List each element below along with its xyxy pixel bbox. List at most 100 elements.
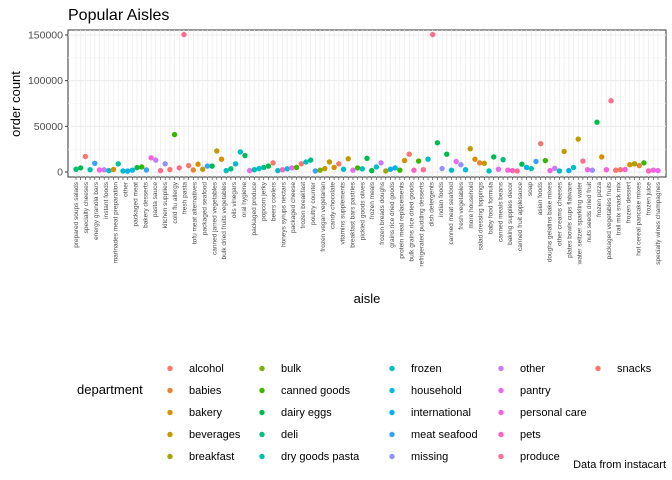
- data-point: [303, 159, 309, 165]
- legend-item: beverages: [167, 429, 241, 441]
- data-point: [570, 164, 577, 171]
- data-point: [472, 156, 478, 162]
- x-tick-label: packaged produce: [251, 182, 258, 236]
- legend-item: babies: [167, 385, 222, 397]
- data-point: [275, 167, 281, 174]
- x-tick-label: canned jarred vegetables: [211, 181, 218, 255]
- legend-item: dry goods pasta: [259, 451, 360, 463]
- caption: Data from instacart: [573, 459, 666, 471]
- x-tick-label: other: [123, 181, 130, 197]
- data-point: [415, 158, 422, 164]
- x-tick-label: plates bowls cups flatware: [566, 182, 573, 258]
- legend-item: pets: [498, 429, 541, 441]
- x-tick-label: poultry counter: [310, 181, 317, 225]
- legend-key: [498, 387, 504, 394]
- x-tick-label: specialty wines champagnes: [655, 181, 662, 264]
- legend-label: dry goods pasta: [281, 451, 360, 463]
- legend-label: bulk: [281, 363, 302, 375]
- legend-key: [389, 365, 395, 372]
- x-tick-label: frozen vegan vegetarian: [320, 182, 327, 252]
- legend-label: deli: [281, 429, 298, 441]
- data-point: [134, 164, 140, 171]
- x-tick-label: pickled goods olives: [359, 181, 366, 240]
- x-tick-label: indian foods: [438, 181, 445, 217]
- data-point: [232, 161, 239, 167]
- data-point: [261, 164, 267, 171]
- x-tick-label: specialty cheeses: [83, 181, 90, 233]
- data-point: [617, 167, 624, 173]
- legend-key: [498, 453, 504, 460]
- legend-key: [498, 409, 504, 416]
- y-tick-label: 0: [57, 167, 63, 179]
- data-point: [350, 167, 356, 173]
- data-point: [509, 167, 516, 174]
- x-tick-label: trail mix snack mix: [616, 181, 623, 235]
- data-point: [317, 167, 323, 173]
- legend-key: [259, 387, 265, 394]
- data-point: [293, 164, 300, 171]
- data-point: [378, 160, 384, 166]
- legend-label: international: [411, 407, 471, 419]
- data-point: [200, 166, 206, 172]
- data-point: [101, 167, 107, 173]
- data-point: [307, 157, 314, 163]
- x-tick-label: canned fruit applesauce: [517, 182, 524, 251]
- x-tick-label: vitamins supplements: [340, 181, 347, 244]
- legend-key: [389, 431, 395, 438]
- data-point: [519, 161, 525, 167]
- y-tick-label: 100000: [28, 75, 63, 87]
- data-point: [120, 168, 126, 174]
- data-point: [444, 151, 450, 157]
- x-tick-label: fresh vegetables: [458, 181, 465, 229]
- legend-key: [259, 453, 265, 460]
- legend-label: snacks: [617, 363, 652, 375]
- legend-item: pantry: [498, 385, 551, 397]
- data-point: [467, 146, 473, 152]
- data-point: [364, 155, 370, 161]
- x-tick-label: packaged cheese: [290, 182, 297, 233]
- x-tick-label: nuts seeds dried fruit: [586, 182, 593, 243]
- data-point: [129, 167, 136, 173]
- data-point: [655, 167, 661, 174]
- data-point: [139, 164, 145, 170]
- data-point: [486, 168, 492, 174]
- x-tick-label: baking supplies decor: [507, 181, 514, 245]
- data-point: [528, 165, 534, 172]
- data-point: [514, 168, 520, 174]
- legend-label: beverages: [189, 429, 241, 441]
- x-tick-label: beers coolers: [270, 181, 277, 221]
- x-tick-label: soap: [527, 182, 534, 196]
- data-point: [566, 167, 572, 174]
- data-point: [439, 165, 445, 172]
- legend-item: breakfast: [167, 451, 234, 463]
- x-tick-label: oral hygiene: [241, 182, 248, 218]
- data-point: [214, 148, 220, 154]
- data-point: [322, 165, 328, 172]
- legend-item: bakery: [167, 407, 223, 419]
- x-tick-label: kitchen supplies: [162, 181, 169, 228]
- x-tick-label: instant foods: [103, 181, 110, 219]
- data-point: [584, 167, 591, 173]
- data-point: [448, 167, 455, 173]
- y-tick-label: 50000: [34, 121, 63, 133]
- data-point: [368, 167, 375, 174]
- data-point: [575, 136, 581, 142]
- data-point: [387, 166, 394, 172]
- x-tick-label: refrigerated pudding desserts: [418, 181, 425, 266]
- x-tick-label: asian foods: [537, 181, 544, 215]
- data-points: [73, 31, 661, 174]
- data-point: [650, 167, 657, 173]
- data-point: [256, 165, 262, 172]
- data-point: [434, 140, 441, 146]
- legend-item: dairy eggs: [259, 407, 332, 419]
- chart-title: Popular Aisles: [68, 7, 169, 24]
- data-point: [542, 157, 549, 164]
- data-point: [228, 166, 234, 172]
- data-point: [491, 154, 497, 160]
- legend-key: [259, 409, 265, 416]
- data-point: [547, 167, 553, 174]
- legend-label: bakery: [189, 407, 223, 419]
- y-axis: 0 50000 100000 150000: [28, 30, 68, 179]
- data-point: [73, 166, 79, 172]
- data-point: [106, 167, 112, 174]
